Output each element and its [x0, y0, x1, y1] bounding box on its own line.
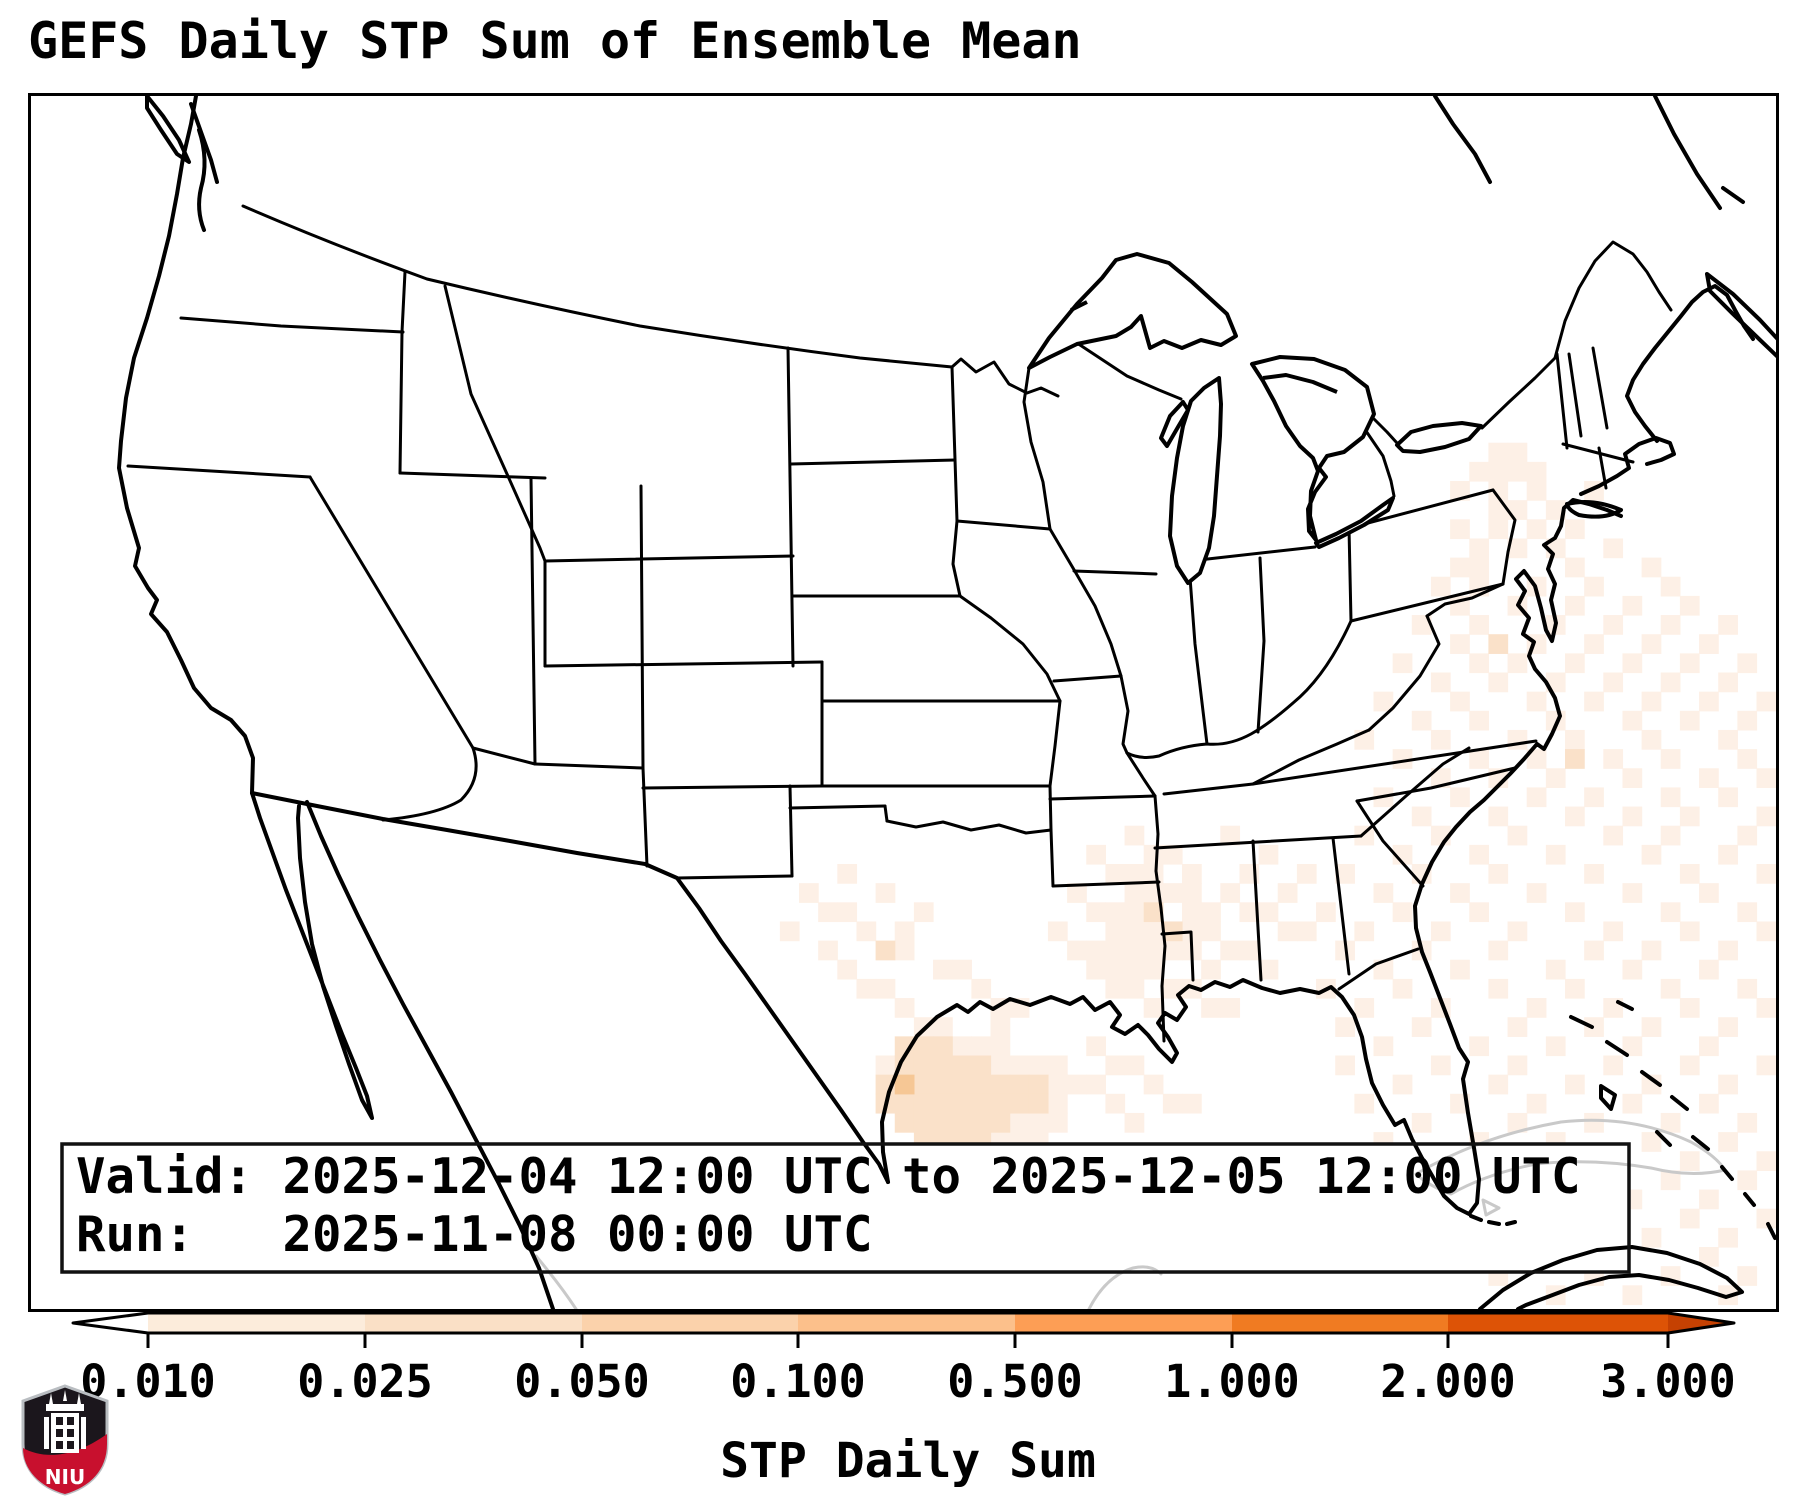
colorbar-segments	[148, 1313, 1668, 1333]
colorbar-right-arrow	[1668, 1313, 1734, 1333]
run-time-text: Run: 2025-11-08 00:00 UTC	[76, 1206, 873, 1263]
niu-logo-text: NIU	[45, 1465, 85, 1489]
great-lakes	[1027, 252, 1483, 585]
svg-text:2.000: 2.000	[1380, 1355, 1515, 1408]
colorbar: 0.010 0.025 0.050 0.100 0.500 1.000 2.000 3.000…	[71, 1311, 1736, 1489]
colorbar-left-arrow	[73, 1313, 148, 1333]
svg-text:0.100: 0.100	[730, 1355, 865, 1408]
svg-text:1.000: 1.000	[1164, 1355, 1299, 1408]
colorbar-axis-label: STP Daily Sum	[720, 1433, 1096, 1489]
info-box-edge	[60, 1142, 1631, 1274]
info-box-fill	[62, 1144, 1629, 1272]
state-borders	[126, 204, 1673, 1043]
colorbar-tick-labels: 0.010 0.025 0.050 0.100 0.500 1.000 2.000 3.000	[80, 1355, 1735, 1408]
coastlines	[117, 96, 1776, 1309]
svg-text:3.000: 3.000	[1600, 1355, 1735, 1408]
stp-data-cells	[779, 442, 1776, 1306]
niu-logo-icon: NIU	[21, 1384, 109, 1496]
minor-coastlines	[534, 1118, 1727, 1309]
valid-time-text: Valid: 2025-12-04 12:00 UTC to 2025-12-0…	[76, 1148, 1581, 1205]
us-map	[60, 96, 1776, 1309]
colorbar-ticks	[146, 1333, 1670, 1348]
info-box: Valid: 2025-12-04 12:00 UTC to 2025-12-0…	[60, 1141, 1627, 1271]
svg-text:0.050: 0.050	[514, 1355, 649, 1408]
figure-title: GEFS Daily STP Sum of Ensemble Mean	[28, 12, 1082, 70]
svg-text:0.025: 0.025	[297, 1355, 432, 1408]
map-frame	[28, 93, 1779, 1312]
svg-text:0.500: 0.500	[947, 1355, 1082, 1408]
